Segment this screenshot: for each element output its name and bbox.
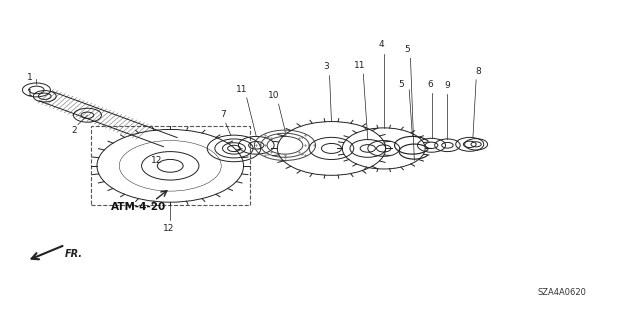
Text: 12: 12: [150, 156, 162, 165]
Text: 6: 6: [428, 80, 433, 89]
Text: 1: 1: [27, 89, 33, 98]
Text: 3: 3: [323, 63, 329, 71]
Text: ATM-4-20: ATM-4-20: [111, 202, 166, 212]
Text: SZA4A0620: SZA4A0620: [538, 288, 587, 297]
Text: 1: 1: [27, 73, 33, 82]
Text: 2: 2: [72, 126, 77, 135]
Text: 4: 4: [379, 40, 385, 49]
Text: 11: 11: [355, 61, 366, 70]
Text: 8: 8: [475, 67, 481, 76]
Text: 11: 11: [236, 85, 248, 93]
Text: 12: 12: [163, 224, 175, 233]
Text: FR.: FR.: [65, 249, 83, 259]
Text: 5: 5: [404, 45, 410, 54]
Text: 9: 9: [445, 81, 451, 90]
Text: 10: 10: [268, 91, 280, 100]
Text: 7: 7: [220, 110, 226, 119]
Bar: [91, 126, 250, 205]
Text: 5: 5: [399, 80, 404, 89]
